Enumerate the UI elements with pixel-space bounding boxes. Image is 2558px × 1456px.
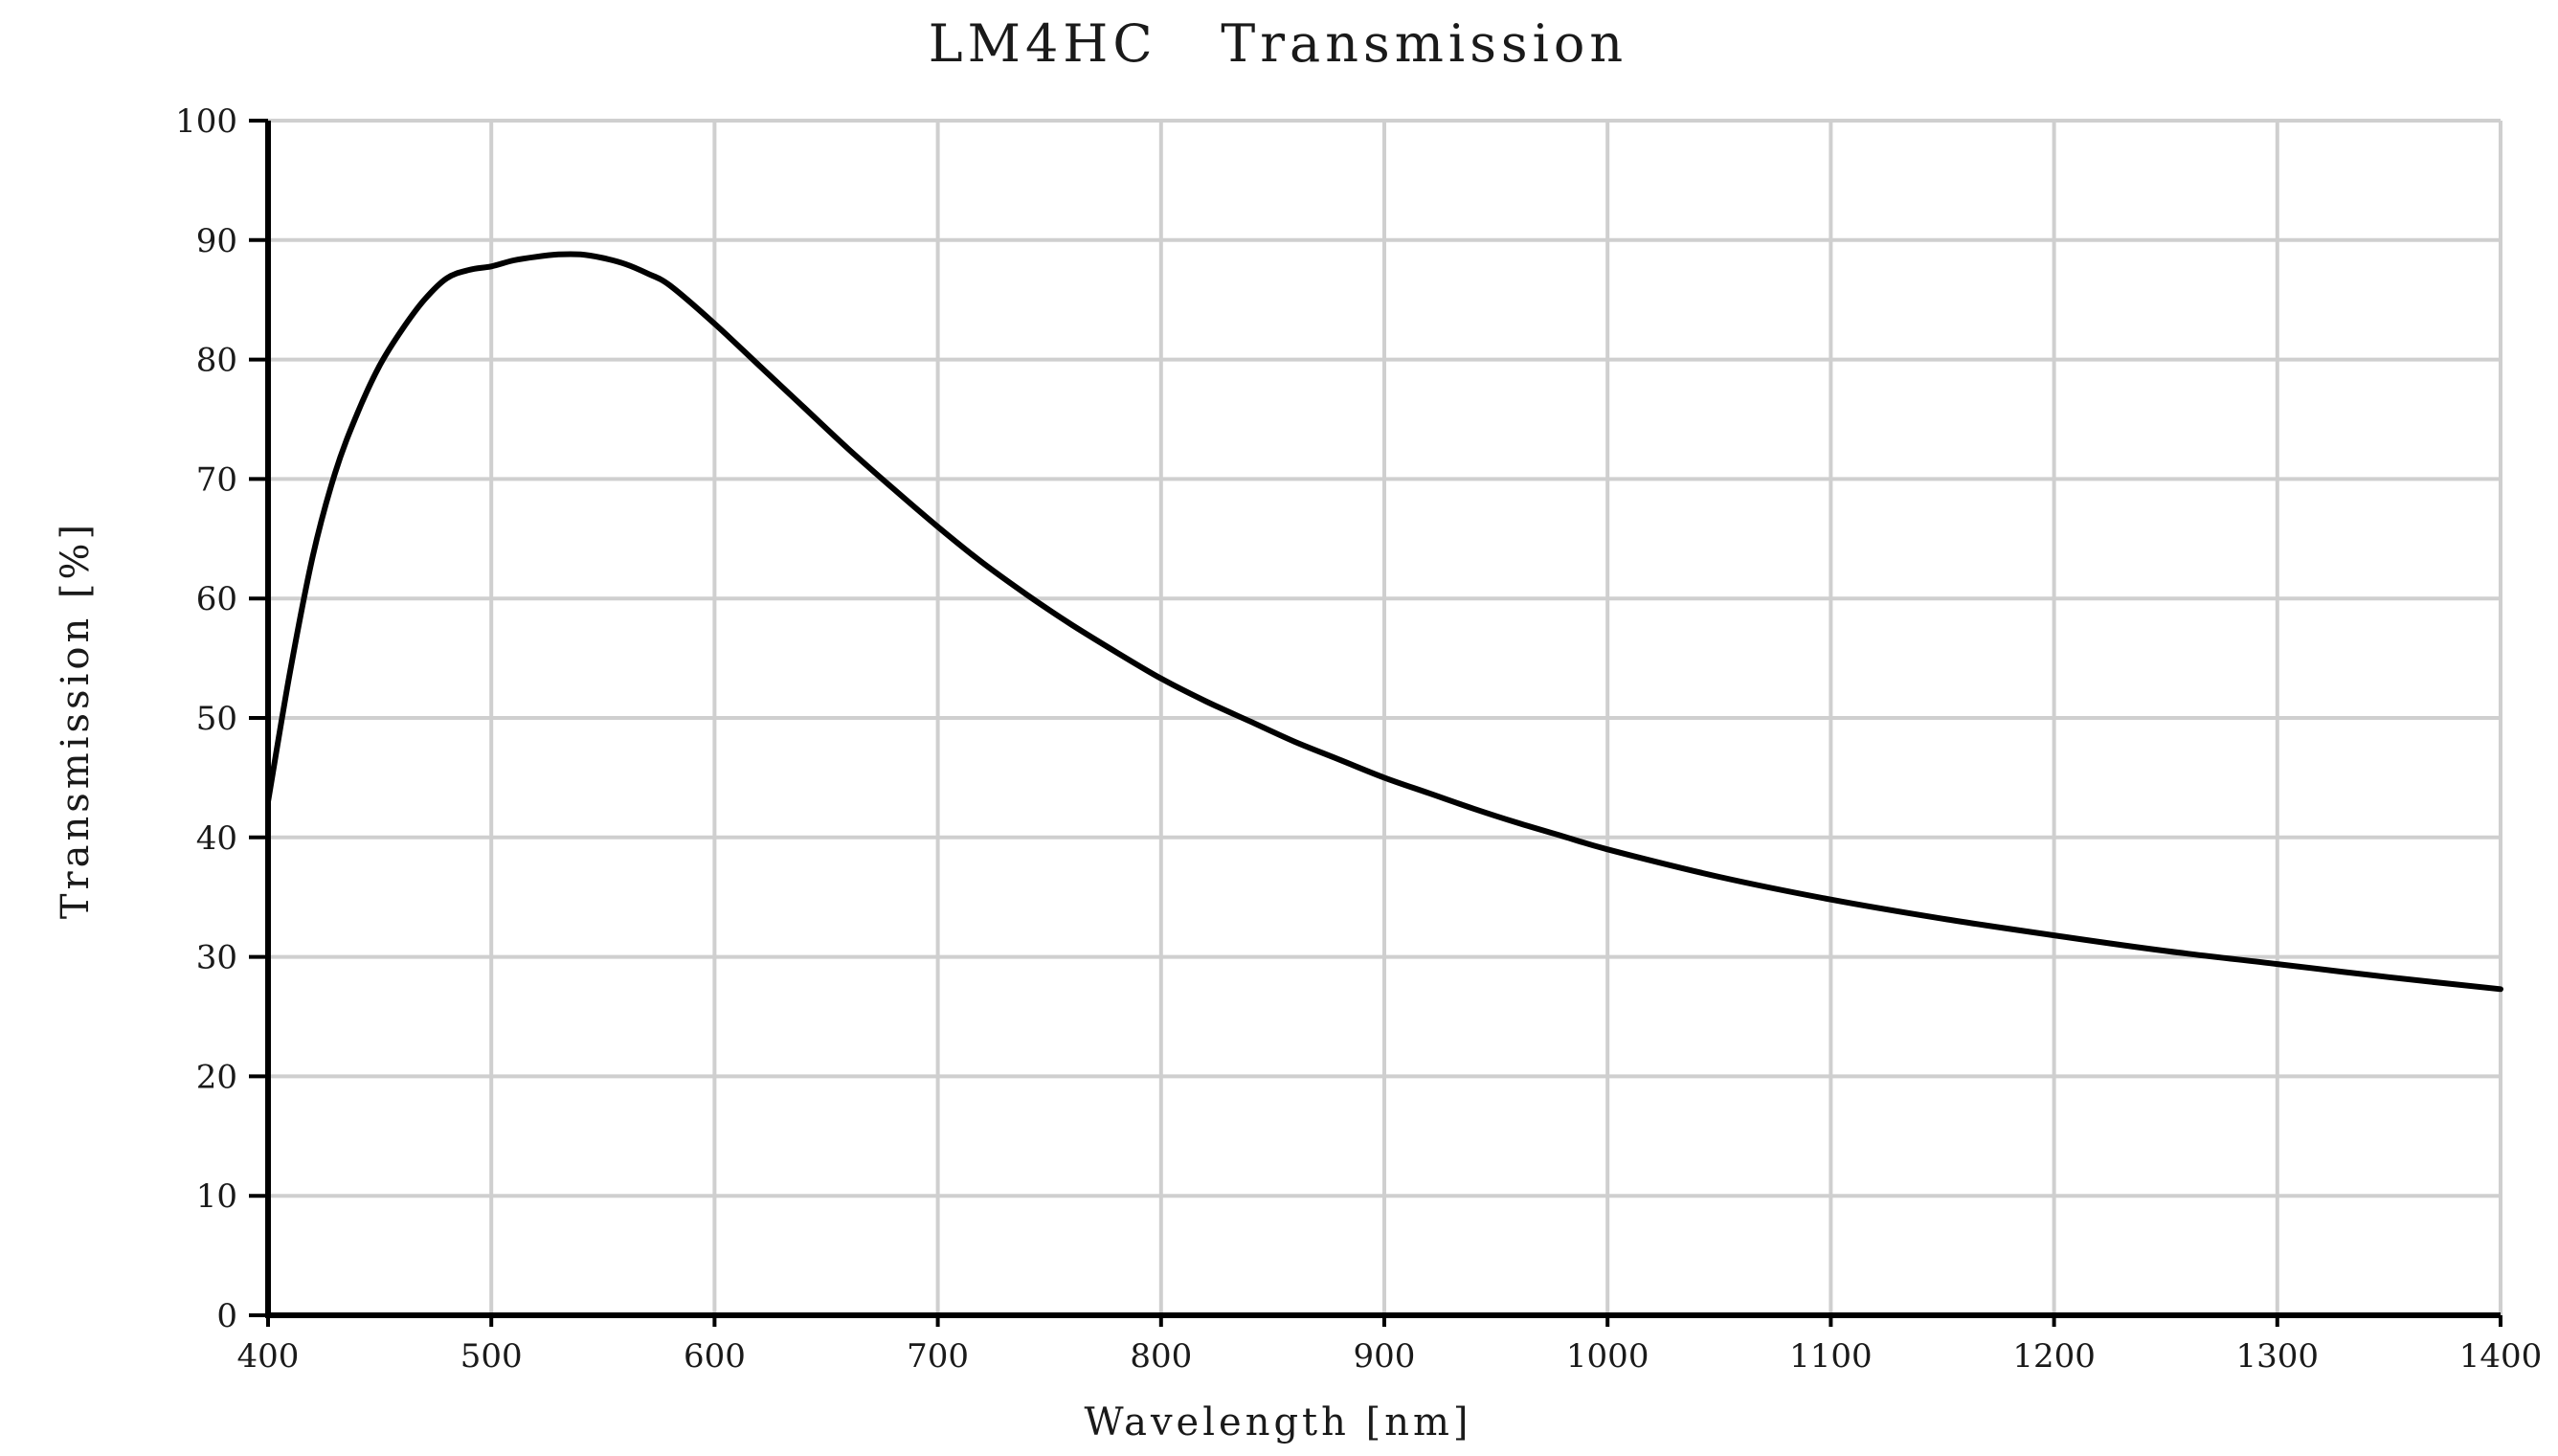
y-tick-label: 60	[196, 580, 237, 618]
x-tick-label: 1000	[1566, 1337, 1649, 1376]
grid	[268, 119, 2502, 1315]
chart-title: LM4HC Transmission	[929, 13, 1627, 74]
y-tick-label: 80	[196, 342, 237, 380]
x-tick-label: 500	[460, 1337, 523, 1376]
x-tick-label: 400	[237, 1337, 300, 1376]
axes	[265, 121, 2501, 1318]
y-tick-label: 0	[216, 1297, 237, 1335]
x-tick-label: 1400	[2459, 1337, 2543, 1376]
x-tick-label: 1200	[2012, 1337, 2096, 1376]
tick-labels: 400 500 600 700 800 900 1000 1100 1200 1300 1400 0 1…	[175, 102, 2542, 1376]
y-axis-label: Transmission [%]	[54, 521, 98, 919]
x-tick-label: 600	[684, 1337, 746, 1376]
y-tick-label: 70	[196, 460, 237, 499]
y-tick-label: 30	[196, 939, 237, 977]
x-tick-label: 1300	[2236, 1337, 2320, 1376]
x-tick-label: 800	[1130, 1337, 1192, 1376]
y-tick-label: 100	[175, 102, 237, 141]
transmission-series-line	[265, 251, 2503, 993]
x-tick-label: 900	[1354, 1337, 1416, 1376]
x-tick-label: 700	[907, 1337, 969, 1376]
y-tick-label: 40	[196, 819, 237, 858]
y-tick-label: 50	[196, 700, 237, 738]
x-tick-label: 1100	[1789, 1337, 1873, 1376]
y-tick-label: 10	[196, 1177, 237, 1216]
y-tick-label: 20	[196, 1058, 237, 1096]
series	[265, 251, 2503, 993]
y-tick-label: 90	[196, 222, 237, 260]
x-axis-label: Wavelength [nm]	[1084, 1400, 1471, 1445]
